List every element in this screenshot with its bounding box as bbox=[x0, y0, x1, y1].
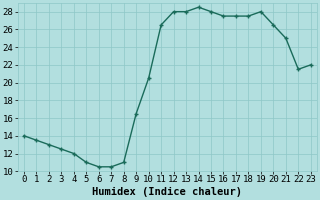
X-axis label: Humidex (Indice chaleur): Humidex (Indice chaleur) bbox=[92, 187, 242, 197]
